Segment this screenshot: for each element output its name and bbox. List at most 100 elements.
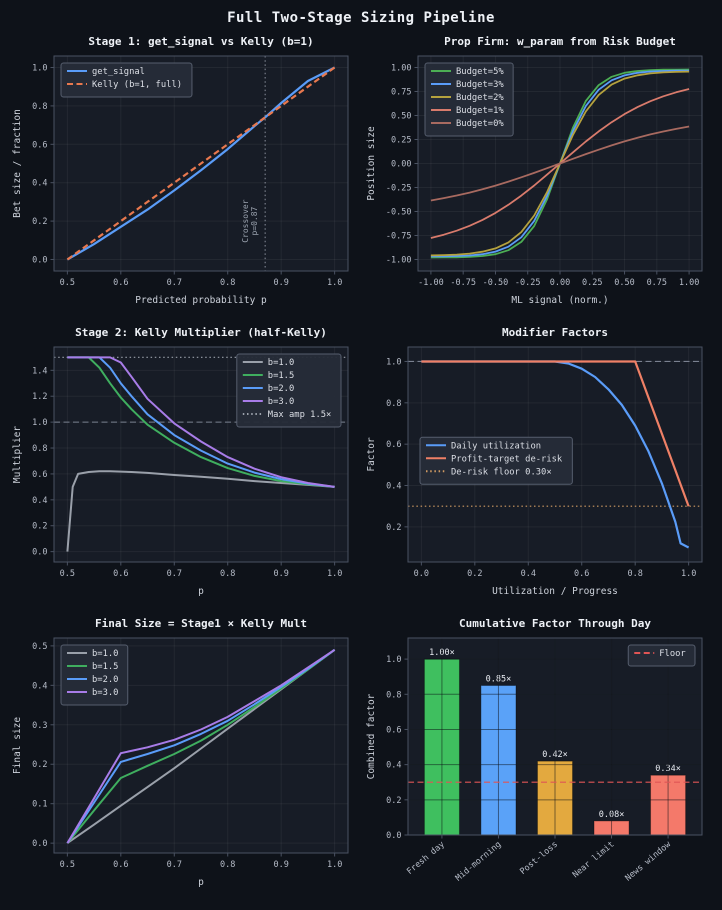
svg-text:0.4: 0.4 xyxy=(386,761,401,771)
svg-text:0.2: 0.2 xyxy=(467,569,482,579)
svg-text:0.2: 0.2 xyxy=(32,760,47,770)
svg-text:1.0: 1.0 xyxy=(681,569,696,579)
svg-text:0.5: 0.5 xyxy=(32,642,47,652)
svg-text:1.0: 1.0 xyxy=(327,278,342,288)
svg-text:1.00: 1.00 xyxy=(391,64,411,74)
svg-text:b=1.0: b=1.0 xyxy=(92,649,118,659)
svg-text:Cumulative Factor Through Day: Cumulative Factor Through Day xyxy=(459,617,651,630)
svg-text:-0.25: -0.25 xyxy=(515,278,541,288)
svg-text:1.4: 1.4 xyxy=(32,366,47,376)
svg-text:0.6: 0.6 xyxy=(32,470,47,480)
charts-grid: Crossover p=0.87 0.5 0.6 0.7 0.8 0.9 1.0 0.0 0.2 0… xyxy=(0,30,722,897)
svg-text:-0.25: -0.25 xyxy=(386,183,412,193)
prop-firm-risk-budget-chart: -1.00 -0.75 -0.50 -0.25 0.00 0.25 0.50 0.75 1.00… xyxy=(366,35,703,306)
svg-text:0.6: 0.6 xyxy=(386,440,401,450)
svg-text:0.7: 0.7 xyxy=(167,860,182,870)
cumulative-factor-bar-chart: 1.00×0.85×0.42×0.08×0.34×Fresh day Mid-mo… xyxy=(366,617,703,883)
svg-text:0.8: 0.8 xyxy=(32,102,47,112)
svg-text:0.6: 0.6 xyxy=(113,860,128,870)
svg-text:Utilization / Progress: Utilization / Progress xyxy=(492,586,618,597)
svg-text:0.8: 0.8 xyxy=(32,444,47,454)
svg-text:0.4: 0.4 xyxy=(32,496,47,506)
svg-text:-0.75: -0.75 xyxy=(450,278,476,288)
svg-text:1.0: 1.0 xyxy=(327,569,342,579)
svg-text:0.6: 0.6 xyxy=(113,278,128,288)
svg-text:p: p xyxy=(198,586,204,597)
svg-text:Max amp 1.5×: Max amp 1.5× xyxy=(268,410,332,420)
svg-text:0.00: 0.00 xyxy=(391,160,411,170)
svg-text:0.6: 0.6 xyxy=(386,725,401,735)
svg-text:Near limit: Near limit xyxy=(571,840,617,881)
svg-text:0.0: 0.0 xyxy=(414,569,429,579)
svg-text:Budget=1%: Budget=1% xyxy=(456,106,504,116)
svg-text:Profit-target de-risk: Profit-target de-risk xyxy=(451,454,563,464)
svg-text:b=3.0: b=3.0 xyxy=(92,688,118,698)
svg-text:0.8: 0.8 xyxy=(628,569,643,579)
svg-text:ML signal (norm.): ML signal (norm.) xyxy=(511,295,608,306)
svg-text:p=0.87: p=0.87 xyxy=(250,206,259,235)
svg-text:b=2.0: b=2.0 xyxy=(268,384,294,394)
chart-panel-prop-firm-risk-budget: -1.00 -0.75 -0.50 -0.25 0.00 0.25 0.50 0.75 1.00… xyxy=(362,30,714,315)
svg-text:Final size: Final size xyxy=(12,717,23,774)
svg-text:Bet size / fraction: Bet size / fraction xyxy=(12,109,23,218)
svg-text:0.0: 0.0 xyxy=(32,548,47,558)
svg-text:Post-loss: Post-loss xyxy=(518,840,560,877)
svg-text:Combined factor: Combined factor xyxy=(366,693,377,779)
svg-text:p: p xyxy=(198,877,204,888)
svg-text:b=1.0: b=1.0 xyxy=(268,358,294,368)
svg-text:0.8: 0.8 xyxy=(220,569,235,579)
svg-text:0.75: 0.75 xyxy=(391,88,411,98)
svg-text:0.4: 0.4 xyxy=(32,179,47,189)
svg-text:0.4: 0.4 xyxy=(386,482,401,492)
figure-title: Full Two-Stage Sizing Pipeline xyxy=(227,10,495,26)
svg-text:0.4: 0.4 xyxy=(32,681,47,691)
svg-text:1.0: 1.0 xyxy=(32,64,47,74)
svg-text:Prop Firm: w_param from Risk B: Prop Firm: w_param from Risk Budget xyxy=(444,35,676,48)
chart-panel-cumulative-factor: 1.00× 0.85× 0.42× 0.08× 0.34× Fresh day Mid-mo… xyxy=(362,612,714,897)
svg-text:Kelly (b=1, full): Kelly (b=1, full) xyxy=(92,80,182,90)
svg-text:0.0: 0.0 xyxy=(386,831,401,841)
svg-text:0.9: 0.9 xyxy=(274,278,289,288)
svg-text:0.6: 0.6 xyxy=(113,569,128,579)
svg-text:Floor: Floor xyxy=(659,649,685,659)
svg-text:-0.75: -0.75 xyxy=(386,231,412,241)
svg-text:0.2: 0.2 xyxy=(386,796,401,806)
svg-text:0.7: 0.7 xyxy=(167,278,182,288)
final-size-chart: 0.5 0.6 0.7 0.8 0.9 1.0 0.0 0.1 0.2 0.3 0.4 0.5 p Fin… xyxy=(12,617,349,888)
svg-text:1.2: 1.2 xyxy=(32,392,47,402)
svg-text:b=1.5: b=1.5 xyxy=(268,371,294,381)
chart-panel-modifier-factors: 0.0 0.2 0.4 0.6 0.8 1.0 0.2 0.4 0.6 0.8 1.0 Utiliza… xyxy=(362,321,714,606)
svg-text:0.6: 0.6 xyxy=(32,140,47,150)
svg-text:0.25: 0.25 xyxy=(582,278,602,288)
svg-text:0.25: 0.25 xyxy=(391,136,411,146)
svg-text:0.75: 0.75 xyxy=(647,278,667,288)
svg-text:1.0: 1.0 xyxy=(386,655,401,665)
stage1-signal-vs-kelly-chart: Crossover p=0.87 0.5 0.6 0.7 0.8 0.9 1.0 0.0 0.2 0… xyxy=(12,35,349,306)
svg-text:-0.50: -0.50 xyxy=(386,207,412,217)
svg-text:Multiplier: Multiplier xyxy=(12,426,23,483)
svg-text:Crossover: Crossover xyxy=(241,199,250,243)
svg-text:Final Size = Stage1 × Kelly Mu: Final Size = Stage1 × Kelly Mult xyxy=(95,617,307,630)
svg-text:0.3: 0.3 xyxy=(32,721,47,731)
svg-text:1.0: 1.0 xyxy=(327,860,342,870)
svg-text:0.00: 0.00 xyxy=(550,278,570,288)
svg-text:0.4: 0.4 xyxy=(521,569,536,579)
svg-text:0.2: 0.2 xyxy=(386,523,401,533)
svg-text:0.9: 0.9 xyxy=(274,860,289,870)
svg-text:0.50: 0.50 xyxy=(391,112,411,122)
svg-text:News window: News window xyxy=(623,839,673,883)
svg-text:0.1: 0.1 xyxy=(32,800,47,810)
svg-text:1.0: 1.0 xyxy=(386,357,401,367)
svg-text:get_signal: get_signal xyxy=(92,67,145,77)
svg-text:0.2: 0.2 xyxy=(32,217,47,227)
svg-text:0.50: 0.50 xyxy=(614,278,634,288)
svg-text:Budget=0%: Budget=0% xyxy=(456,119,504,129)
svg-text:Budget=3%: Budget=3% xyxy=(456,80,504,90)
chart-panel-stage1-signal-vs-kelly: Crossover p=0.87 0.5 0.6 0.7 0.8 0.9 1.0 0.0 0.2 0… xyxy=(8,30,360,315)
svg-text:0.5: 0.5 xyxy=(60,278,75,288)
modifier-factors-chart: 0.0 0.2 0.4 0.6 0.8 1.0 0.2 0.4 0.6 0.8 1.0 Utiliza… xyxy=(366,326,703,597)
svg-text:Budget=2%: Budget=2% xyxy=(456,93,504,103)
svg-text:-1.00: -1.00 xyxy=(386,255,412,265)
svg-text:-1.00: -1.00 xyxy=(418,278,444,288)
